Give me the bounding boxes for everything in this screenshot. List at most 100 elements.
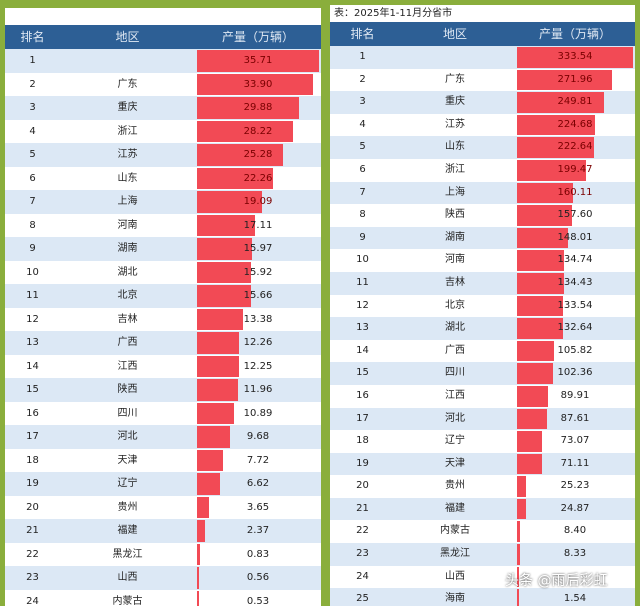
value-label: 102.36	[557, 367, 593, 379]
value-label: 9.68	[246, 431, 270, 442]
table-row: 7 上海 19.09	[5, 190, 321, 214]
output-cell: 25.28	[195, 143, 321, 167]
table-row: 3 重庆 249.81	[330, 91, 635, 114]
output-cell: 8.33	[515, 543, 635, 566]
region-cell	[395, 46, 515, 69]
region-cell: 江西	[445, 389, 465, 401]
table-row: 10 河南 134.74	[330, 249, 635, 272]
table-row: 12 吉林 13.38	[5, 308, 321, 332]
table-row: 3 重庆 29.88	[5, 96, 321, 120]
region-cell: 吉林	[445, 276, 465, 288]
rank-cell: 16	[356, 389, 369, 401]
region-cell: 北京	[445, 299, 465, 311]
header-region: 地区	[115, 30, 140, 44]
value-label: 157.60	[557, 209, 593, 221]
output-cell: 6.62	[195, 472, 321, 496]
table-row: 22 内蒙古 8.40	[330, 520, 635, 543]
rank-cell: 1	[359, 51, 366, 62]
value-label: 25.28	[243, 149, 273, 160]
table-row: 13 湖北 132.64	[330, 317, 635, 340]
value-label: 73.07	[560, 435, 590, 447]
rank-cell: 22	[356, 525, 369, 537]
table-row: 18 辽宁 73.07	[330, 430, 635, 453]
bar	[517, 272, 564, 294]
rank-cell: 20	[356, 480, 369, 492]
region-cell: 河南	[117, 219, 138, 231]
value-label: 25.23	[560, 480, 590, 492]
header-output: 产量（万辆）	[538, 27, 611, 41]
table-row: 21 福建 2.37	[5, 519, 321, 543]
region-cell: 广西	[117, 337, 138, 348]
region-cell: 湖南	[445, 231, 465, 243]
bar	[197, 543, 200, 565]
region-cell: 海南	[445, 593, 465, 605]
rank-cell: 11	[356, 276, 369, 288]
bar	[517, 544, 520, 565]
region-cell: 上海	[445, 186, 465, 198]
bar	[517, 385, 549, 407]
rank-cell: 2	[359, 73, 366, 85]
output-cell: 11.96	[195, 378, 321, 402]
bar	[197, 238, 252, 260]
output-cell: 25.23	[515, 475, 635, 498]
rank-cell: 3	[359, 96, 366, 108]
region-cell: 重庆	[445, 96, 465, 108]
table-row: 2 广东 271.96	[330, 69, 635, 92]
rank-cell: 8	[29, 219, 36, 231]
bar	[517, 250, 564, 271]
bar	[197, 590, 199, 606]
region-cell: 陕西	[117, 384, 138, 395]
bar	[197, 120, 294, 142]
output-cell: 0.56	[195, 566, 321, 590]
rank-cell: 16	[26, 407, 39, 419]
table-row: 7 上海 160.11	[330, 181, 635, 205]
table-row: 14 广西 105.82	[330, 340, 635, 363]
table-row: 16 江西 89.91	[330, 385, 635, 408]
rank-cell: 24	[356, 570, 369, 582]
header-region: 地区	[442, 27, 467, 41]
value-label: 28.22	[243, 125, 273, 137]
region-cell: 山东	[445, 141, 465, 153]
output-cell: 132.64	[515, 317, 635, 340]
output-cell: 15.66	[195, 284, 321, 308]
rank-cell: 18	[356, 435, 369, 447]
rank-cell: 14	[26, 360, 39, 372]
region-cell: 山西	[117, 572, 138, 583]
table-row: 15 四川 102.36	[330, 362, 635, 385]
rank-cell: 15	[26, 384, 39, 395]
region-cell: 四川	[445, 367, 465, 379]
output-cell: 134.43	[515, 272, 635, 295]
rank-cell: 5	[29, 149, 36, 160]
bar	[517, 47, 633, 68]
value-label: 33.90	[243, 78, 273, 90]
header-output: 产量（万辆）	[221, 30, 294, 44]
region-cell: 山东	[117, 172, 138, 184]
region-cell: 福建	[117, 525, 138, 536]
rank-cell: 23	[356, 548, 369, 560]
table-row: 23 山西 0.56	[5, 566, 321, 590]
region-cell: 贵州	[117, 501, 138, 513]
header-rank: 排名	[350, 27, 375, 41]
output-cell: 24.87	[515, 498, 635, 521]
output-cell: 89.91	[515, 385, 635, 408]
table-row: 14 江西 12.25	[5, 355, 321, 379]
value-label: 19.09	[243, 196, 273, 207]
bar	[197, 144, 284, 166]
bar	[517, 566, 519, 588]
region-cell: 四川	[117, 407, 138, 419]
table-row: 9 湖南 148.01	[330, 226, 635, 250]
output-cell	[515, 566, 635, 589]
value-label: 12.25	[243, 360, 273, 372]
bar	[197, 567, 199, 589]
rank-cell: 12	[26, 313, 39, 325]
value-label: 333.54	[557, 51, 593, 62]
value-label: 3.65	[246, 501, 270, 513]
header-rank: 排名	[20, 30, 45, 44]
rank-cell: 19	[356, 457, 369, 469]
rank-cell: 7	[359, 186, 366, 198]
value-label: 12.26	[243, 337, 273, 348]
region-cell: 湖南	[117, 243, 138, 254]
table-body: 1 35.71 2 广东 33.90 3 重庆 29.88 4 浙江 28.22 5 江苏 25.28 6 山…	[5, 49, 321, 606]
bar	[197, 332, 239, 354]
rank-cell: 8	[359, 209, 366, 221]
